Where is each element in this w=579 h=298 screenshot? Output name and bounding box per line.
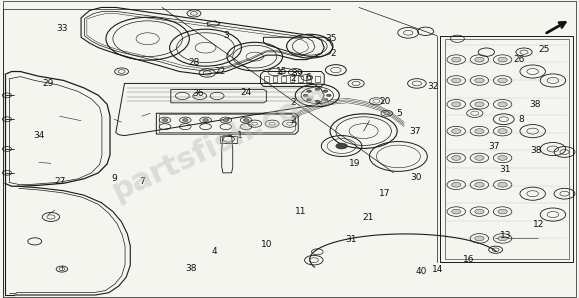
Circle shape — [498, 209, 507, 214]
Circle shape — [475, 78, 484, 83]
Text: 38: 38 — [530, 146, 542, 155]
Text: 26: 26 — [513, 55, 525, 64]
Circle shape — [452, 209, 461, 214]
Circle shape — [162, 119, 168, 122]
Text: 21: 21 — [362, 213, 373, 222]
Text: 15: 15 — [276, 67, 288, 76]
Circle shape — [223, 119, 229, 122]
Circle shape — [452, 57, 461, 62]
Text: 36: 36 — [192, 89, 204, 98]
Text: 34: 34 — [33, 131, 45, 140]
Text: 7: 7 — [139, 177, 145, 186]
Text: 24: 24 — [240, 88, 251, 97]
Circle shape — [452, 78, 461, 83]
Text: 19: 19 — [349, 159, 360, 168]
Text: 27: 27 — [54, 177, 65, 186]
Text: 4: 4 — [211, 247, 217, 256]
Circle shape — [315, 100, 320, 103]
Circle shape — [498, 57, 507, 62]
Text: 37: 37 — [409, 127, 420, 136]
Text: 16: 16 — [463, 255, 475, 264]
Circle shape — [323, 90, 328, 92]
Text: 5: 5 — [397, 109, 402, 118]
Text: 32: 32 — [427, 82, 439, 91]
Text: 9: 9 — [111, 174, 117, 183]
Text: 2: 2 — [291, 74, 296, 83]
Text: 17: 17 — [379, 189, 391, 198]
Text: 38: 38 — [185, 264, 197, 273]
Circle shape — [452, 182, 461, 187]
Circle shape — [307, 98, 312, 101]
Text: 31: 31 — [499, 165, 511, 174]
Circle shape — [243, 119, 249, 122]
Circle shape — [323, 98, 328, 101]
Text: 30: 30 — [410, 173, 422, 182]
Text: 12: 12 — [533, 221, 544, 229]
Text: 10: 10 — [261, 240, 272, 249]
Text: 2: 2 — [330, 49, 336, 58]
Circle shape — [475, 129, 484, 134]
Text: 13: 13 — [500, 231, 511, 240]
Text: partsfish.com: partsfish.com — [107, 80, 333, 206]
Text: 25: 25 — [538, 45, 550, 54]
Text: 22: 22 — [214, 67, 226, 76]
Circle shape — [475, 209, 484, 214]
Circle shape — [498, 156, 507, 160]
Text: 14: 14 — [431, 265, 443, 274]
Text: 29: 29 — [42, 79, 54, 88]
Circle shape — [182, 119, 188, 122]
Circle shape — [315, 88, 320, 91]
Text: 37: 37 — [489, 142, 500, 150]
Circle shape — [452, 156, 461, 160]
Text: 2: 2 — [291, 116, 296, 125]
Circle shape — [498, 236, 507, 241]
Circle shape — [498, 102, 507, 107]
Circle shape — [475, 57, 484, 62]
Circle shape — [475, 156, 484, 160]
Text: 40: 40 — [416, 267, 427, 276]
Text: 20: 20 — [379, 97, 391, 106]
Circle shape — [475, 102, 484, 107]
Circle shape — [307, 90, 312, 92]
Text: 8: 8 — [518, 115, 524, 124]
Text: 33: 33 — [56, 24, 68, 33]
Circle shape — [203, 119, 208, 122]
Text: 6: 6 — [306, 73, 312, 82]
Circle shape — [336, 143, 347, 149]
Circle shape — [452, 129, 461, 134]
Circle shape — [475, 236, 484, 241]
Text: 1: 1 — [237, 131, 243, 140]
Circle shape — [498, 129, 507, 134]
Circle shape — [475, 182, 484, 187]
Text: 35: 35 — [325, 34, 337, 43]
Text: 31: 31 — [346, 235, 357, 244]
Text: 11: 11 — [295, 207, 307, 216]
Text: 28: 28 — [188, 58, 200, 67]
Text: 39: 39 — [291, 69, 303, 77]
Circle shape — [327, 94, 331, 97]
Text: 2: 2 — [291, 98, 296, 107]
Text: 3: 3 — [223, 31, 229, 40]
Circle shape — [303, 94, 308, 97]
Text: 38: 38 — [529, 100, 541, 109]
Circle shape — [452, 102, 461, 107]
Circle shape — [498, 78, 507, 83]
Circle shape — [498, 182, 507, 187]
